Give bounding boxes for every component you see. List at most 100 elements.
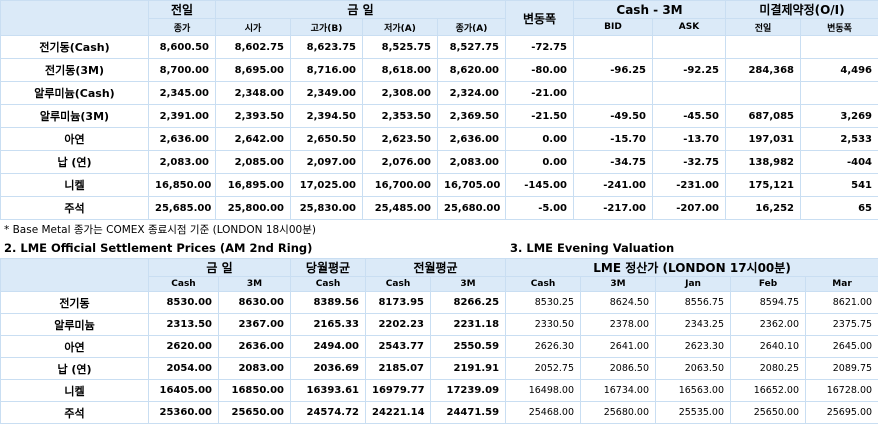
value: 16,700.00 (362, 173, 438, 197)
row-label: 니켈 (0, 173, 149, 197)
value: 541 (800, 173, 878, 197)
value: 8173.95 (365, 291, 432, 314)
row-label: 알루미늄 (0, 313, 149, 336)
value: 2054.00 (148, 357, 219, 380)
value: 2,353.50 (362, 104, 438, 128)
value (800, 35, 878, 59)
value: 25,800.00 (215, 196, 291, 220)
value: 2,636.00 (148, 127, 216, 151)
value: 24574.72 (290, 401, 367, 424)
value: 2,348.00 (215, 81, 291, 105)
value: 687,085 (725, 104, 802, 128)
value: 197,031 (725, 127, 802, 151)
value: 2378.00 (580, 313, 657, 336)
row-label: 주석 (0, 401, 149, 424)
subheader: Jan (655, 276, 732, 292)
value: 8630.00 (217, 291, 292, 314)
value: 2362.00 (730, 313, 807, 336)
value: 25535.00 (655, 401, 732, 424)
value: -217.00 (573, 196, 654, 220)
value: 2543.77 (365, 335, 432, 358)
value: 2089.75 (805, 357, 878, 380)
value: 65 (800, 196, 878, 220)
value: 25,485.00 (362, 196, 438, 220)
value: 2,623.50 (362, 127, 438, 151)
header: LME 정산가 (LONDON 17시00분) (505, 258, 878, 277)
value: 8266.25 (430, 291, 507, 314)
value: -80.00 (505, 58, 575, 82)
value: 8,600.50 (148, 35, 216, 59)
value: 16850.00 (217, 379, 292, 402)
value: 2494.00 (290, 335, 367, 358)
value: 16,895.00 (215, 173, 291, 197)
value: 2,642.00 (215, 127, 291, 151)
value: 2080.25 (730, 357, 807, 380)
row-label: 전기동 (0, 291, 149, 314)
value (573, 81, 654, 105)
value: 2191.91 (430, 357, 507, 380)
value: 16734.00 (580, 379, 657, 402)
value: 8556.75 (655, 291, 732, 314)
value: -207.00 (652, 196, 727, 220)
value: 25360.00 (148, 401, 219, 424)
value (573, 35, 654, 59)
value: 8,618.00 (362, 58, 438, 82)
value: 2052.75 (505, 357, 582, 380)
value: 16652.00 (730, 379, 807, 402)
value: 8,700.00 (148, 58, 216, 82)
subheader: Cash (365, 276, 432, 292)
value: 0.00 (505, 127, 575, 151)
value: 25650.00 (730, 401, 807, 424)
row-label: 알루미늄(Cash) (0, 81, 149, 105)
value: 2330.50 (505, 313, 582, 336)
value: -45.50 (652, 104, 727, 128)
value: 25,830.00 (290, 196, 363, 220)
value: 25695.00 (805, 401, 878, 424)
value: 8594.75 (730, 291, 807, 314)
value: -34.75 (573, 150, 654, 174)
value: 2,083.00 (436, 150, 507, 174)
value: 16405.00 (148, 379, 219, 402)
value: 8530.25 (505, 291, 582, 314)
row-label: 아연 (0, 127, 149, 151)
value: -21.00 (505, 81, 575, 105)
value: 2231.18 (430, 313, 507, 336)
value: 2,369.50 (436, 104, 507, 128)
value: 2,083.00 (148, 150, 216, 174)
value: 2,085.00 (215, 150, 291, 174)
subheader: Cash (505, 276, 582, 292)
value: 16728.00 (805, 379, 878, 402)
value: 2,533 (800, 127, 878, 151)
value: 25680.00 (580, 401, 657, 424)
subheader: 시가 (215, 18, 291, 36)
subheader: 변동폭 (800, 18, 878, 36)
value: 8389.56 (290, 291, 367, 314)
value: 8,695.00 (215, 58, 291, 82)
value: 2,391.00 (148, 104, 216, 128)
subheader: ASK (652, 18, 727, 36)
subheader: Feb (730, 276, 807, 292)
value: 2185.07 (365, 357, 432, 380)
value: -32.75 (652, 150, 727, 174)
value: 8,527.75 (436, 35, 507, 59)
note: * Base Metal 종가는 COMEX 종료시점 기준 (LONDON 1… (4, 224, 316, 236)
value: 8,620.00 (436, 58, 507, 82)
value: -13.70 (652, 127, 727, 151)
value: 25468.00 (505, 401, 582, 424)
subheader: 3M (580, 276, 657, 292)
value: 2036.69 (290, 357, 367, 380)
row-label: 니켈 (0, 379, 149, 402)
value: 2,308.00 (362, 81, 438, 105)
value: -231.00 (652, 173, 727, 197)
value: 16,850.00 (148, 173, 216, 197)
value: 8624.50 (580, 291, 657, 314)
value: -145.00 (505, 173, 575, 197)
value: -96.25 (573, 58, 654, 82)
value: -92.25 (652, 58, 727, 82)
header-blank (0, 0, 149, 36)
row-label: 납 (연) (0, 150, 149, 174)
value: 2640.10 (730, 335, 807, 358)
value: 25,680.00 (436, 196, 507, 220)
subheader: 종가(A) (436, 18, 507, 36)
value: 8,602.75 (215, 35, 291, 59)
